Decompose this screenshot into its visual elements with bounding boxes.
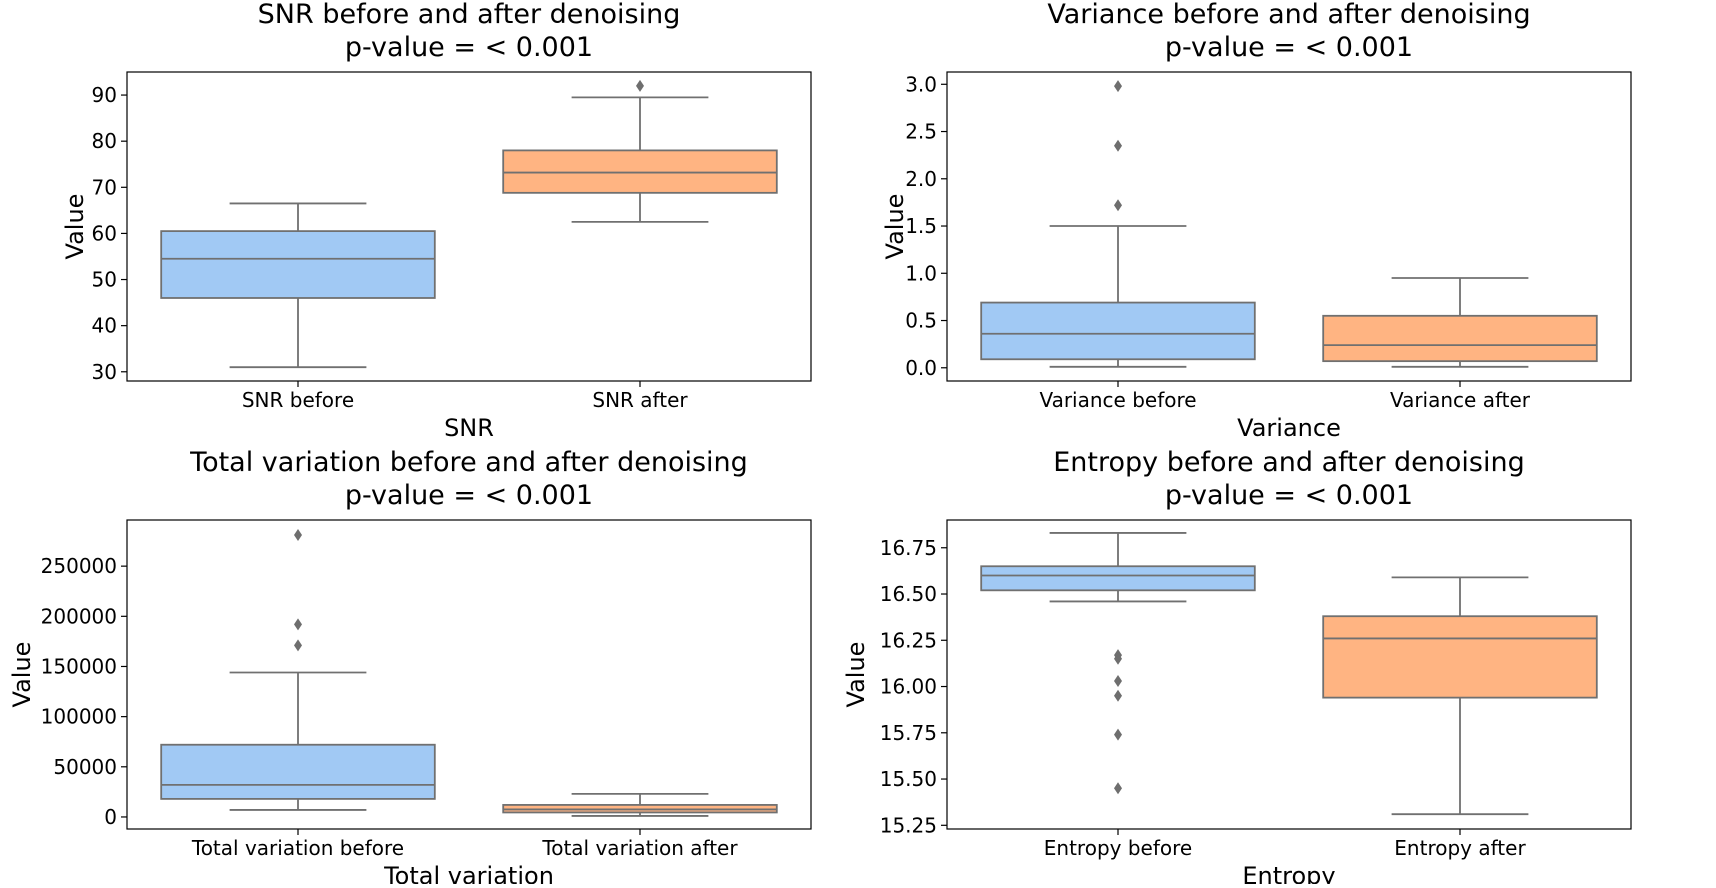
box-before — [980, 80, 1256, 368]
y-tick-label: 15.75 — [880, 721, 937, 745]
chart-subtitle: p-value = < 0.001 — [1165, 480, 1413, 511]
y-tick-label: 80 — [92, 129, 117, 153]
x-tick-label: Variance after — [1390, 388, 1531, 412]
y-tick-label: 16.00 — [880, 675, 937, 699]
y-tick-label: 15.50 — [880, 767, 937, 791]
chart-title: Entropy before and after denoising — [1053, 447, 1525, 478]
box-body — [980, 565, 1256, 592]
box-body — [1322, 615, 1598, 699]
y-tick-label: 60 — [92, 221, 117, 245]
y-tick-label: 70 — [92, 175, 117, 199]
y-tick-label: 0 — [104, 805, 117, 829]
x-axis-label: Entropy — [1242, 862, 1335, 884]
y-axis-label: Value — [881, 194, 909, 260]
y-tick-label: 3.0 — [905, 72, 937, 96]
outlier-point — [636, 79, 644, 92]
box-after — [1322, 576, 1598, 816]
y-tick-label: 2.5 — [905, 120, 937, 144]
y-tick-label: 16.25 — [880, 628, 937, 652]
outlier-point — [1114, 199, 1122, 212]
box-after — [502, 792, 778, 817]
axes-frame — [126, 519, 812, 830]
outlier-point — [1114, 728, 1122, 741]
subplot-3: Total variation before and after denoisi… — [8, 447, 812, 888]
y-tick-label: 50000 — [53, 755, 117, 779]
y-tick-label: 1.5 — [905, 214, 937, 238]
box-before — [980, 532, 1256, 795]
x-tick-label: Entropy before — [1044, 836, 1192, 860]
outlier-point — [294, 618, 302, 631]
chart-title: Variance before and after denoising — [1047, 0, 1530, 30]
y-tick-label: 50 — [92, 268, 117, 292]
y-tick-label: 200000 — [41, 604, 117, 628]
box-body — [980, 301, 1256, 361]
y-axis-label: Value — [61, 194, 89, 260]
box-before — [160, 202, 436, 369]
x-tick-label: Total variation before — [191, 836, 404, 860]
subplot-2: Variance before and after denoisingp-val… — [881, 0, 1632, 442]
y-tick-label: 16.75 — [880, 536, 937, 560]
y-tick-label: 2.0 — [905, 167, 937, 191]
x-axis-label: SNR — [444, 414, 494, 442]
box-body — [502, 149, 778, 194]
y-tick-label: 150000 — [41, 654, 117, 678]
chart-title: SNR before and after denoising — [258, 0, 681, 30]
box-after — [502, 79, 778, 223]
y-tick-label: 30 — [92, 360, 117, 384]
outlier-point — [1114, 674, 1122, 687]
y-tick-label: 0.5 — [905, 309, 937, 333]
box-after — [1322, 277, 1598, 368]
box-body — [160, 743, 436, 800]
box-body — [160, 230, 436, 299]
x-axis-label: Variance — [1237, 414, 1341, 442]
y-tick-label: 1.0 — [905, 261, 937, 285]
y-tick-label: 40 — [92, 314, 117, 338]
x-tick-label: Entropy after — [1394, 836, 1526, 860]
box-before — [160, 529, 436, 811]
y-tick-label: 100000 — [41, 705, 117, 729]
y-tick-label: 250000 — [41, 554, 117, 578]
y-tick-label: 0.0 — [905, 356, 937, 380]
x-axis-label: Total variation — [383, 862, 554, 884]
x-tick-label: SNR before — [242, 388, 354, 412]
x-tick-label: Total variation after — [541, 836, 738, 860]
box-body — [1322, 314, 1598, 363]
outlier-point — [294, 639, 302, 652]
chart-subtitle: p-value = < 0.001 — [345, 480, 593, 511]
chart-subtitle: p-value = < 0.001 — [345, 32, 593, 63]
outlier-point — [1114, 80, 1122, 93]
y-axis-label: Value — [842, 642, 870, 708]
y-tick-label: 90 — [92, 83, 117, 107]
axes-frame — [126, 71, 812, 382]
outlier-point — [1114, 782, 1122, 795]
y-axis-label: Value — [8, 642, 36, 708]
x-tick-label: Variance before — [1039, 388, 1196, 412]
y-tick-label: 16.50 — [880, 582, 937, 606]
subplot-4: Entropy before and after denoisingp-valu… — [842, 447, 1632, 888]
outlier-point — [1114, 139, 1122, 152]
y-tick-label: 15.25 — [880, 813, 937, 837]
chart-title: Total variation before and after denoisi… — [189, 447, 748, 478]
outlier-point — [1114, 689, 1122, 702]
axes-frame — [946, 519, 1632, 830]
x-tick-label: SNR after — [592, 388, 688, 412]
chart-subtitle: p-value = < 0.001 — [1165, 32, 1413, 63]
outlier-point — [294, 529, 302, 542]
outlier-point — [1114, 652, 1122, 665]
